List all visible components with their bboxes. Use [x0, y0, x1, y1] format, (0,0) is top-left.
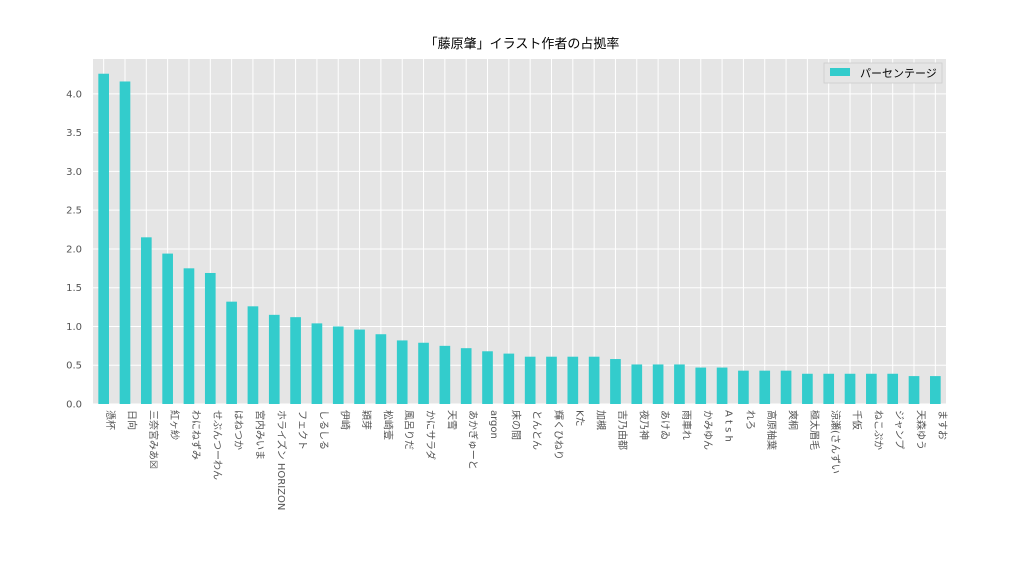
bar — [98, 73, 109, 404]
legend-box — [823, 62, 943, 84]
x-tick-label: ねこぷか — [872, 410, 884, 450]
x-tick-label: 床の間 — [509, 410, 522, 440]
legend-swatch — [830, 68, 850, 76]
x-tick-label: 穎芽 — [360, 410, 373, 430]
x-tick-label: 千仮 — [851, 410, 864, 430]
bar — [631, 364, 643, 404]
x-tick-label: とんとん — [531, 410, 543, 450]
x-tick-label: 吉乃由都 — [616, 410, 629, 450]
x-tick-label: 紅ヶ紗 — [168, 410, 180, 440]
bar — [908, 376, 920, 404]
x-tick-label: ますお — [936, 410, 948, 440]
bar — [503, 353, 515, 404]
bar — [226, 301, 237, 404]
bar — [802, 373, 813, 404]
x-tick-label: Kた — [573, 410, 585, 427]
bar — [695, 367, 707, 404]
bar — [439, 345, 451, 404]
y-tick-label: 0.5 — [66, 361, 82, 372]
bar — [140, 237, 152, 404]
bar — [674, 364, 685, 404]
x-tick-label: しるしる — [317, 410, 329, 450]
x-tick-label: 極太眉毛 — [808, 410, 821, 450]
y-axis: 0.0 0.5 1.0 1.5 2.0 2.5 3.0 3.5 4.0 — [66, 89, 82, 410]
bar — [332, 326, 344, 404]
bar — [482, 351, 493, 404]
plot-background — [93, 59, 946, 404]
bar — [759, 370, 771, 404]
bar — [396, 340, 408, 404]
x-tick-label: 爽桐 — [787, 410, 800, 430]
x-tick-label: 雨車れ — [680, 410, 693, 440]
x-tick-label: かにサラダ — [424, 410, 437, 460]
x-tick-label: 天森ゆう — [915, 410, 928, 450]
x-tick-label: 宮内みいま — [253, 410, 266, 460]
bar — [567, 356, 579, 404]
x-tick-label: A t s h — [723, 410, 734, 442]
x-tick-label: 高原柚葉 — [765, 410, 778, 450]
x-tick-label: 天雪 — [445, 410, 457, 430]
bar — [268, 314, 280, 404]
x-tick-label: 夜乃神 — [637, 410, 650, 440]
x-tick-label: わにねずみ — [189, 410, 201, 460]
chart-title: 「藤原肇」イラスト作者の占拠率 — [425, 36, 620, 52]
x-tick-label: 加槻 — [595, 410, 608, 430]
y-tick-label: 1.5 — [66, 283, 82, 294]
x-tick-label: 涼瀬(さんずい — [829, 410, 842, 474]
bar — [844, 373, 856, 404]
x-tick-label: 輝くひねり — [552, 410, 564, 460]
bar — [119, 81, 131, 404]
bar — [183, 268, 195, 404]
x-tick-label: 松崎壹 — [381, 410, 394, 440]
y-tick-label: 2.0 — [66, 244, 82, 255]
x-tick-label: あかぎゅーと — [467, 410, 480, 470]
x-tick-label: argon — [488, 410, 499, 439]
x-tick-label: せぶんつーわん — [211, 410, 223, 480]
bar — [375, 334, 387, 404]
bar — [354, 329, 365, 404]
bar — [866, 373, 877, 404]
legend: パーセンテージ — [823, 62, 943, 84]
x-tick-label: 風呂りだ — [403, 410, 415, 450]
x-tick-label: 日向 — [125, 410, 138, 430]
legend-label: パーセンテージ — [860, 67, 937, 80]
x-tick-label: れろ — [744, 410, 756, 430]
bar — [162, 253, 173, 404]
bar — [546, 356, 557, 404]
bar — [780, 370, 792, 404]
bar — [418, 342, 429, 404]
y-tick-label: 1.0 — [66, 322, 82, 333]
bar — [290, 317, 301, 404]
bar — [204, 272, 216, 404]
x-tick-label: 三奈宮みあ☒ — [147, 410, 160, 469]
x-tick-label: ホライズン HORIZON — [275, 410, 288, 510]
y-tick-label: 2.5 — [66, 206, 82, 217]
x-tick-label: ジャンプ — [893, 410, 905, 449]
y-tick-label: 4.0 — [66, 89, 82, 100]
bar — [524, 356, 536, 404]
bar — [887, 373, 899, 404]
bar — [247, 306, 259, 404]
x-tick-label: あけゐ — [659, 410, 671, 440]
x-tick-label: 伊崎 — [339, 410, 352, 430]
bar — [930, 376, 941, 404]
bar — [652, 364, 664, 404]
x-tick-label: かみゆん — [701, 410, 713, 450]
x-tick-label: 憑杯 — [104, 410, 117, 430]
x-axis: 憑杯 日向 三奈宮みあ☒ 紅ヶ紗 わにねずみ せぶんつーわん はねつか 宮内みいま ホライズン … — [104, 410, 948, 510]
bar — [311, 323, 323, 404]
x-tick-label: はねつか — [232, 410, 244, 450]
bar — [716, 367, 728, 404]
y-tick-label: 0.0 — [66, 400, 82, 411]
y-tick-label: 3.0 — [66, 167, 82, 178]
bar — [610, 359, 621, 404]
bar — [588, 356, 600, 404]
x-tick-label: フェクト — [296, 410, 308, 450]
bars — [98, 73, 941, 404]
bar — [738, 370, 749, 404]
bar — [460, 348, 472, 404]
y-tick-label: 3.5 — [66, 128, 82, 139]
bar — [823, 373, 835, 404]
